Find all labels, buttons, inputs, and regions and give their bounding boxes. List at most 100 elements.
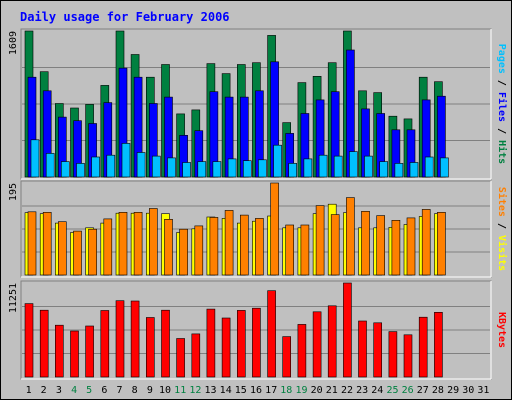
bar-sites-day-2 <box>42 212 52 276</box>
bar-pages-day-17 <box>273 144 282 178</box>
legend-files: Files <box>496 92 508 122</box>
day-label-7: 7 <box>116 385 122 396</box>
day-label-24: 24 <box>371 385 383 396</box>
bar-pages-day-12 <box>197 161 207 178</box>
bar-kbytes-day-25 <box>388 331 398 378</box>
panel-max-label: 1609 <box>8 31 19 55</box>
bar-kbytes-day-8 <box>130 300 140 378</box>
bar-kbytes-day-4 <box>70 330 79 378</box>
bar-sites-day-10 <box>164 219 173 276</box>
day-label-23: 23 <box>356 385 368 396</box>
bar-pages-day-6 <box>106 154 116 178</box>
legend--: / <box>496 74 507 92</box>
bar-kbytes-day-21 <box>327 305 337 378</box>
bar-pages-day-20 <box>318 154 328 178</box>
bar-kbytes-day-28 <box>434 311 443 378</box>
day-label-21: 21 <box>326 385 338 396</box>
bar-kbytes-day-16 <box>252 307 261 378</box>
day-label-18: 18 <box>280 385 292 396</box>
legend-sites: Sites <box>496 187 508 217</box>
bar-sites-day-6 <box>103 218 113 276</box>
day-label-13: 13 <box>204 385 216 396</box>
day-label-9: 9 <box>147 385 153 396</box>
chart-panels: 1609 Pages / Files / Hits 195 Sites / Visit… <box>8 28 508 380</box>
day-label-16: 16 <box>250 385 262 396</box>
bar-kbytes-day-17 <box>267 290 276 378</box>
bar-kbytes-day-12 <box>191 333 201 378</box>
day-label-4: 4 <box>71 385 77 396</box>
legend-kbytes: KBytes <box>496 312 507 348</box>
bar-sites-day-23 <box>361 211 370 276</box>
day-label-11: 11 <box>174 385 186 396</box>
bar-kbytes-day-9 <box>146 317 155 378</box>
day-label-2: 2 <box>41 385 47 396</box>
bar-pages-day-15 <box>243 160 252 178</box>
panel-sites-visits: 195 Sites / Visits <box>8 180 508 278</box>
bar-sites-day-8 <box>133 212 143 276</box>
bar-sites-day-21 <box>330 214 340 276</box>
bar-kbytes-day-27 <box>418 316 428 378</box>
bar-sites-day-22 <box>346 197 355 276</box>
panel-legend: KBytes <box>496 312 507 348</box>
bar-sites-day-15 <box>240 214 249 276</box>
bar-pages-day-27 <box>424 156 434 178</box>
day-label-1: 1 <box>26 385 32 396</box>
panel-max-label: 11251 <box>8 283 19 313</box>
panel-pages-files-hits: 1609 Pages / Files / Hits <box>8 28 508 180</box>
legend--: / <box>496 217 507 235</box>
bar-pages-day-5 <box>91 156 100 178</box>
bar-sites-day-19 <box>300 224 310 276</box>
bar-kbytes-day-18 <box>282 336 292 378</box>
bar-sites-day-17 <box>270 182 279 276</box>
bar-sites-day-3 <box>57 221 67 276</box>
bar-sites-day-25 <box>391 220 401 276</box>
day-label-30: 30 <box>462 385 474 396</box>
panel-legend: Pages / Files / Hits <box>496 44 508 164</box>
bar-kbytes-day-14 <box>221 317 231 378</box>
bar-pages-day-2 <box>45 153 55 178</box>
panel-max-label: 195 <box>8 183 19 201</box>
panel-kbytes: 11251 KBytes <box>8 280 507 380</box>
day-label-31: 31 <box>477 385 489 396</box>
day-label-6: 6 <box>101 385 107 396</box>
day-label-29: 29 <box>447 385 459 396</box>
bar-sites-day-9 <box>149 208 158 276</box>
bar-pages-day-14 <box>227 158 237 178</box>
day-label-17: 17 <box>265 385 277 396</box>
day-label-14: 14 <box>220 385 232 396</box>
legend-visits: Visits <box>496 235 508 271</box>
series-sites <box>27 182 446 276</box>
bar-pages-day-26 <box>409 162 419 178</box>
day-label-15: 15 <box>235 385 247 396</box>
day-label-12: 12 <box>189 385 201 396</box>
day-label-22: 22 <box>341 385 353 396</box>
bar-pages-day-7 <box>121 143 131 178</box>
bar-kbytes-day-19 <box>297 324 307 378</box>
bar-sites-day-26 <box>406 217 416 276</box>
bar-pages-day-22 <box>349 151 358 178</box>
bar-kbytes-day-23 <box>358 320 367 378</box>
bar-sites-day-24 <box>376 215 386 276</box>
bar-pages-day-8 <box>136 152 146 178</box>
bar-sites-day-18 <box>285 224 295 276</box>
bar-kbytes-day-6 <box>100 310 110 378</box>
bar-pages-day-1 <box>30 139 40 178</box>
bar-sites-day-16 <box>255 218 264 276</box>
bar-pages-day-3 <box>60 161 70 178</box>
legend--: / <box>496 122 507 140</box>
bar-kbytes-day-13 <box>206 308 216 378</box>
bar-kbytes-day-3 <box>54 324 64 378</box>
bar-pages-day-23 <box>364 155 373 178</box>
bar-kbytes-day-5 <box>85 325 94 378</box>
bar-pages-day-25 <box>394 163 404 178</box>
bar-pages-day-28 <box>440 157 449 178</box>
bar-sites-day-5 <box>88 228 97 276</box>
bar-pages-day-16 <box>258 159 267 178</box>
bar-sites-day-4 <box>73 230 82 276</box>
bar-sites-day-27 <box>421 209 431 276</box>
day-label-19: 19 <box>295 385 307 396</box>
bar-sites-day-28 <box>437 212 446 276</box>
bar-sites-day-11 <box>179 228 188 276</box>
bar-kbytes-day-1 <box>24 303 34 378</box>
